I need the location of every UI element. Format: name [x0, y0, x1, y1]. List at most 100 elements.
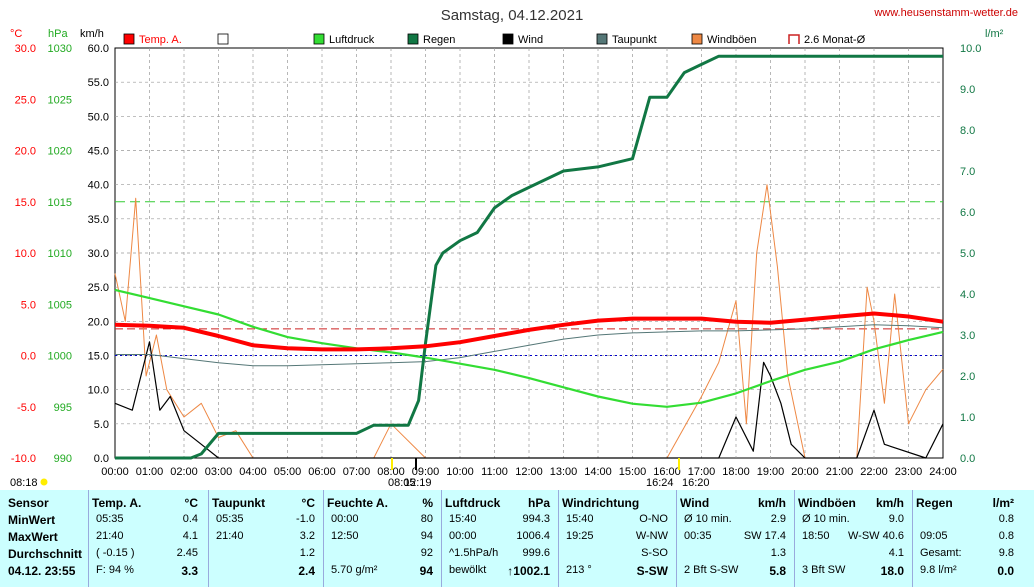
wind-tick-label: 40.0: [88, 180, 109, 192]
stats-cell-label: 00:00: [449, 530, 477, 542]
weather-chart: Samstag, 04.12.2021 www.heusenstamm-wett…: [10, 7, 1018, 489]
temp-tick-label: 30.0: [15, 43, 36, 55]
time-tick-label: 00:00: [101, 466, 129, 478]
stats-cell-value: 4.1: [888, 547, 904, 559]
temp-tick-label: -10.0: [11, 453, 36, 465]
stats-cell-value: 1.3: [770, 547, 786, 559]
stats-cell-label: 15:40: [566, 513, 594, 525]
stats-cell-value: SW 17.4: [743, 530, 786, 542]
press-tick-label: 1005: [48, 299, 72, 311]
stats-col-header: Wind: [680, 496, 710, 510]
stats-cell-value: 2.45: [176, 547, 198, 559]
stats-cell-label: F: 94 %: [96, 564, 134, 576]
sunset-short-label: 16:24: [646, 477, 674, 489]
press-tick-label: 1025: [48, 94, 72, 106]
stats-col-header: Feuchte A.: [327, 496, 388, 510]
stats-col-unit: km/h: [757, 496, 786, 510]
stats-cell-label: 21:40: [216, 530, 244, 542]
stats-cell-value: 2.9: [770, 513, 786, 525]
stats-column: [441, 490, 559, 587]
stats-cell-value: ↑1002.1: [507, 564, 550, 578]
rain-tick-label: 9.0: [960, 84, 975, 96]
series-line-regen: [115, 54, 943, 460]
stats-cell-label: 5.70 g/m²: [331, 564, 378, 576]
stats-cell-value: 9.0: [888, 513, 904, 525]
wind-tick-label: 10.0: [88, 385, 109, 397]
press-tick-label: 995: [54, 402, 72, 414]
chart-title: Samstag, 04.12.2021: [441, 7, 584, 24]
legend-label: Luftdruck: [329, 34, 375, 46]
time-tick-label: 08:00: [377, 466, 405, 478]
stats-col-header: Windböen: [798, 496, 856, 510]
temp-unit: °C: [10, 28, 22, 40]
legend-swatch: [502, 33, 514, 45]
time-tick-label: 04:00: [239, 466, 267, 478]
stats-cell-value: 94: [419, 564, 433, 578]
time-tick-label: 07:00: [343, 466, 371, 478]
temp-tick-label: 15.0: [15, 197, 36, 209]
legend-label: 2.6 Monat-Ø: [804, 34, 866, 46]
stats-cell-label: 12:50: [331, 530, 359, 542]
time-tick-label: 21:00: [826, 466, 854, 478]
axis-ticks: 30.0 25.0 20.0 15.0 10.0 5.0 0.0 -5.0 -10.0 1030 1…: [11, 43, 982, 478]
rain-tick-label: 3.0: [960, 330, 975, 342]
noon-label: 12:19: [404, 477, 432, 489]
rain-tick-label: 4.0: [960, 289, 975, 301]
time-tick-label: 02:00: [170, 466, 198, 478]
time-tick-label: 06:00: [308, 466, 336, 478]
stats-col-unit: l/m²: [992, 496, 1014, 510]
legend-swatch: [123, 33, 135, 45]
wind-tick-label: 45.0: [88, 146, 109, 158]
stats-column: [676, 490, 795, 587]
legend-swatch: [788, 34, 800, 44]
legend-swatch: [407, 33, 419, 45]
legend-label: Windböen: [707, 34, 757, 46]
legend-label: Temp. A.: [139, 34, 182, 46]
grid-lines: [115, 48, 943, 458]
stats-cell-value: 994.3: [522, 513, 550, 525]
legend-swatch: [596, 33, 608, 45]
press-tick-label: 990: [54, 453, 72, 465]
press-tick-label: 1020: [48, 146, 72, 158]
time-tick-label: 10:00: [446, 466, 474, 478]
stats-column: [323, 490, 442, 587]
time-tick-label: 16:00: [653, 466, 681, 478]
stats-cell-value: 92: [420, 547, 433, 559]
stats-table: Sensor MinWert MaxWert Durchschnitt 04.12. 2…: [0, 490, 1034, 587]
stats-col-header: Temp. A.: [92, 496, 142, 510]
stats-row-label: Sensor: [8, 496, 49, 510]
wind-tick-label: 5.0: [94, 419, 109, 431]
stats-cell-value: 0.0: [997, 564, 1014, 578]
stats-column: [558, 490, 677, 587]
stats-cell-label: 3 Bft SW: [802, 564, 846, 576]
stats-cell-label: 00:00: [331, 513, 359, 525]
rain-tick-label: 1.0: [960, 412, 975, 424]
press-tick-label: 1000: [48, 351, 72, 363]
time-tick-label: 01:00: [136, 466, 164, 478]
wind-unit: km/h: [80, 28, 104, 40]
stats-col-unit: °C: [184, 496, 198, 510]
wind-tick-label: 15.0: [88, 351, 109, 363]
time-tick-label: 19:00: [757, 466, 785, 478]
stats-cell-value: 18.0: [880, 564, 904, 578]
sun-early-label: 08:18: [10, 477, 38, 489]
rain-tick-label: 0.0: [960, 453, 975, 465]
stats-column: [794, 490, 913, 587]
press-tick-label: 1015: [48, 197, 72, 209]
stats-cell-value: 0.8: [998, 530, 1014, 542]
stats-cell-value: 0.4: [182, 513, 198, 525]
wind-tick-label: 25.0: [88, 282, 109, 294]
time-tick-label: 13:00: [550, 466, 578, 478]
stats-cell-value: 1006.4: [516, 530, 550, 542]
stats-column: [208, 490, 324, 587]
temp-tick-label: 5.0: [21, 299, 36, 311]
rain-tick-label: 2.0: [960, 371, 975, 383]
wind-tick-label: 55.0: [88, 77, 109, 89]
stats-cell-label: Ø 10 min.: [802, 513, 850, 525]
stats-cell-value: 1.2: [299, 547, 315, 559]
stats-cell-value: W-NW: [635, 530, 668, 542]
rain-tick-label: 5.0: [960, 248, 975, 260]
wind-tick-label: 60.0: [88, 43, 109, 55]
temp-tick-label: 0.0: [21, 351, 36, 363]
